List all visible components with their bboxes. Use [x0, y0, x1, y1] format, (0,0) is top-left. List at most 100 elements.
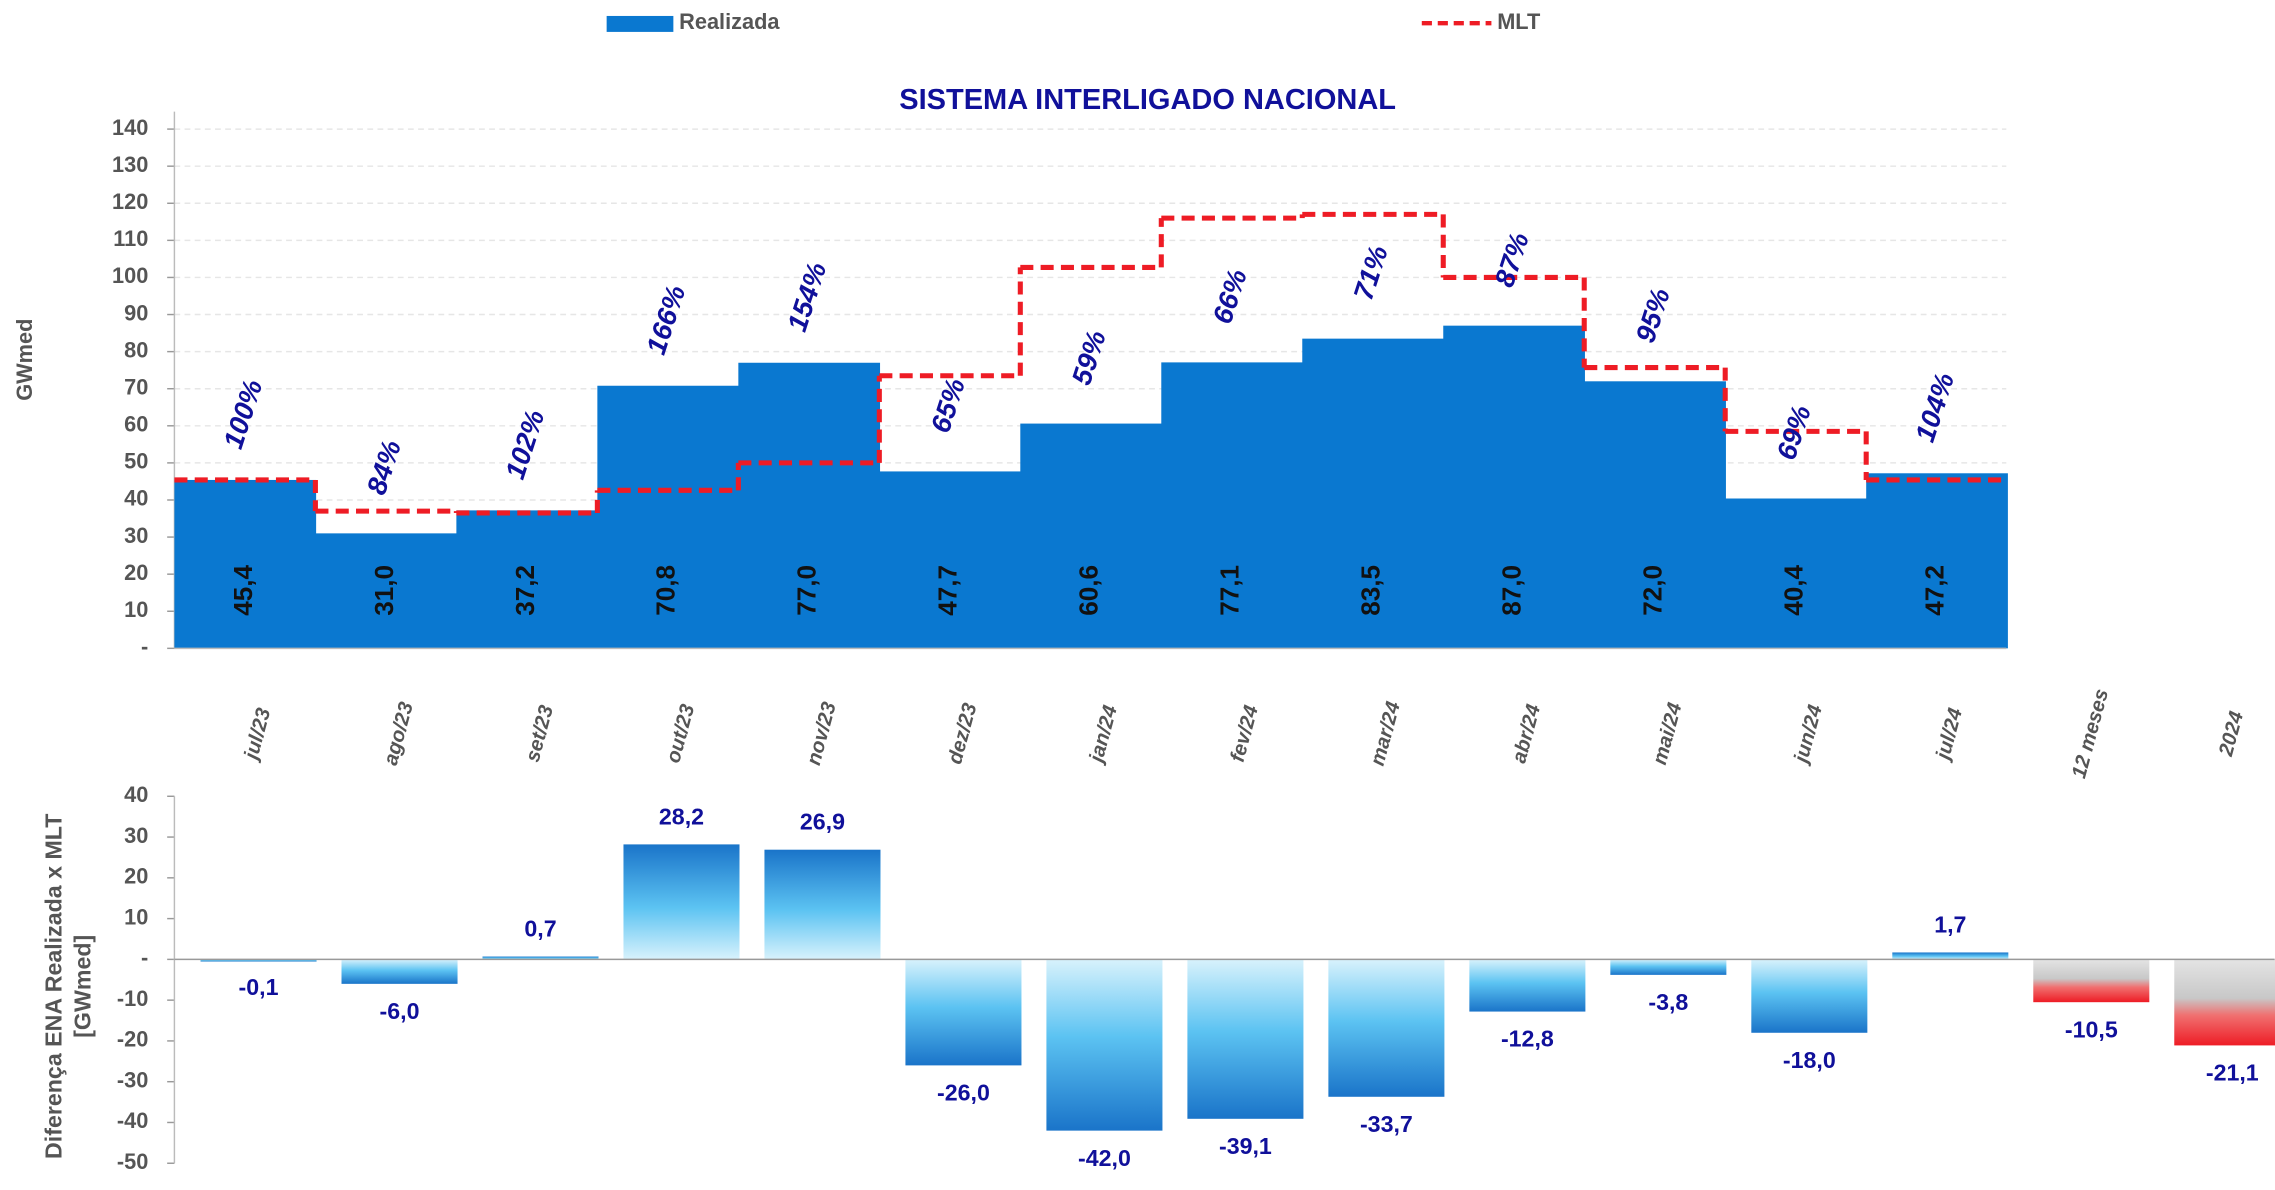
- x-tick-label: jul/24: [1932, 706, 1967, 765]
- percent-label: 59%: [1065, 327, 1112, 389]
- data-label: 45,4: [228, 564, 258, 615]
- bar: [1584, 381, 1726, 649]
- x-tick-label: abr/24: [1508, 702, 1545, 765]
- bar: [1469, 959, 1586, 1012]
- legend-swatch: [606, 15, 674, 32]
- bar: [482, 956, 599, 960]
- data-label: 60,6: [1074, 565, 1104, 616]
- y-tick-label: -10: [117, 986, 148, 1011]
- y-tick-label: 20: [124, 560, 148, 585]
- x-tick-label: mar/24: [1367, 699, 1405, 768]
- data-label: 87,0: [1497, 565, 1527, 616]
- y-tick-label: -20: [117, 1027, 148, 1052]
- percent-label: 104%: [1909, 369, 1960, 446]
- x-tick-label: out/23: [663, 701, 700, 765]
- data-label: 72,0: [1638, 565, 1668, 616]
- y-tick-label: -50: [117, 1149, 148, 1174]
- bar: [879, 471, 1022, 649]
- bar: [1161, 362, 1303, 649]
- bar: [2174, 959, 2275, 1046]
- y-tick-label: 20: [124, 864, 148, 889]
- x-tick-label: jun/24: [1790, 703, 1827, 768]
- y-tick-label: 10: [124, 597, 148, 622]
- y-tick-label: 110: [113, 226, 148, 251]
- x-tick-label: jul/23: [240, 705, 276, 764]
- bar: [1020, 423, 1163, 649]
- data-label: 47,7: [933, 565, 963, 616]
- y-tick-label: 30: [124, 823, 148, 848]
- y-tick-label: 140: [112, 115, 148, 140]
- bar: [623, 844, 740, 960]
- percent-label: 69%: [1770, 402, 1817, 464]
- data-label: 37,2: [510, 565, 540, 616]
- x-tick-label: fev/24: [1227, 703, 1263, 764]
- legend-label: Realizada: [679, 9, 780, 34]
- percent-label: 84%: [361, 436, 408, 498]
- x-tick-label: 2024: [2215, 709, 2248, 759]
- y-tick-label: -30: [117, 1067, 148, 1092]
- chart-title: SISTEMA INTERLIGADO NACIONAL: [899, 84, 1396, 116]
- y-tick-label: 80: [124, 337, 148, 362]
- x-tick-label: jan/24: [1085, 703, 1122, 767]
- bar: [1328, 959, 1445, 1097]
- legend-label: MLT: [1497, 9, 1541, 34]
- x-tick-label: dez/23: [944, 700, 981, 766]
- percent-label: 65%: [924, 374, 971, 436]
- bar: [315, 533, 458, 649]
- percent-label: 100%: [217, 376, 268, 453]
- y-tick-label: 10: [124, 904, 148, 929]
- y-tick-label: 70: [124, 374, 148, 399]
- data-label: -12,8: [1501, 1026, 1554, 1052]
- percent-label: 71%: [1347, 242, 1394, 304]
- y-tick-label: -: [141, 634, 148, 659]
- data-label: -42,0: [1078, 1145, 1131, 1171]
- bar: [174, 479, 317, 649]
- y-tick-label: 50: [124, 449, 148, 474]
- x-tick-label: 12 meses: [2068, 687, 2113, 781]
- bar: [764, 849, 881, 960]
- data-label: 26,9: [800, 809, 845, 835]
- data-label: 40,4: [1779, 564, 1809, 615]
- bar: [1046, 959, 1163, 1131]
- y-tick-label: -40: [117, 1108, 148, 1133]
- data-label: 1,7: [1934, 911, 1966, 937]
- y-tick-label: 120: [112, 189, 148, 214]
- data-label: -26,0: [937, 1080, 990, 1106]
- bar: [1751, 959, 1868, 1033]
- bar: [1610, 959, 1727, 975]
- bar: [738, 362, 881, 649]
- bar: [1866, 473, 2008, 649]
- x-tick-label: mai/24: [1649, 700, 1687, 767]
- percent-label: 154%: [781, 258, 832, 335]
- bar: [1725, 498, 1867, 649]
- x-tick-label: ago/23: [380, 699, 418, 767]
- y-axis-label: Diferença ENA Realizada x MLT: [41, 814, 67, 1159]
- bar: [341, 959, 458, 984]
- bar: [1187, 959, 1304, 1119]
- data-label: -6,0: [380, 998, 420, 1024]
- percent-label: 166%: [640, 281, 691, 358]
- x-tick-label: nov/23: [803, 699, 841, 767]
- data-label: -39,1: [1219, 1133, 1272, 1159]
- bar: [2033, 959, 2150, 1003]
- bar: [905, 959, 1022, 1066]
- data-label: -21,1: [2206, 1060, 2259, 1086]
- x-tick-label: set/23: [522, 702, 558, 764]
- y-tick-label: 40: [124, 782, 148, 807]
- percent-label: 102%: [499, 406, 550, 483]
- bar: [1302, 338, 1444, 649]
- y-tick-label: 30: [124, 523, 148, 548]
- data-label: -10,5: [2065, 1016, 2118, 1042]
- data-label: 83,5: [1356, 565, 1386, 616]
- data-label: 77,1: [1215, 565, 1245, 616]
- data-label: -3,8: [1648, 989, 1688, 1015]
- bar: [200, 959, 317, 962]
- bar: [456, 510, 599, 649]
- y-axis-label: [GWmed]: [70, 935, 96, 1038]
- data-label: 0,7: [524, 916, 556, 942]
- data-label: 28,2: [659, 803, 704, 829]
- bar: [597, 385, 740, 649]
- y-tick-label: 90: [124, 300, 148, 325]
- data-label: -18,0: [1783, 1047, 1836, 1073]
